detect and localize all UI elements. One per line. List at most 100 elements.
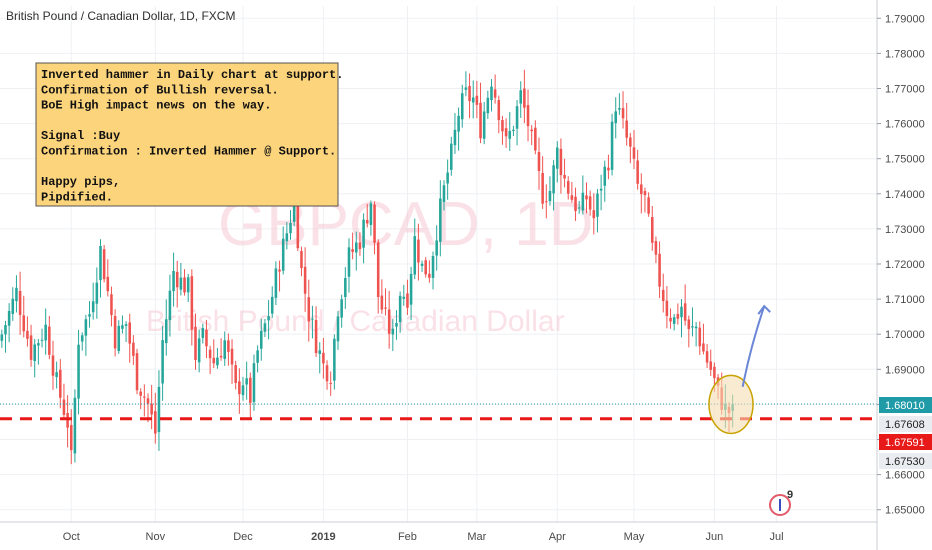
price-tag-plain: 1.67608 [879,416,932,432]
candle-body [479,102,482,139]
candle [625,103,628,146]
annotation-note[interactable]: Inverted hammer in Daily chart at suppor… [35,62,343,207]
candle-body [110,294,113,316]
candle-body [37,343,40,346]
time-tick-label: Jun [706,531,724,543]
price-axis[interactable]: 1.79000 1.78000 1.77000 1.76000 1.75000 1.740… [876,0,932,550]
candle-body [11,298,15,314]
candle-body [713,366,716,379]
candle [530,125,533,146]
candle [563,158,566,188]
candle-body [234,365,237,383]
candle [376,239,380,314]
candle [311,305,314,339]
candle-body [62,399,66,415]
candle [168,274,172,337]
candle [373,201,376,255]
candle-body [303,266,307,294]
candle-body [559,148,563,176]
chart-title: British Pound / Canadian Dollar, 1D, FXC… [6,9,235,23]
candle [409,266,413,321]
candle-body [333,338,336,381]
candle-body [702,343,705,352]
price-tick-label: 1.74000 [885,189,925,201]
candle-body [143,396,146,398]
candle [581,175,585,215]
candle [705,343,709,368]
candle-body [621,108,625,119]
candle-body [698,327,702,347]
candle [329,371,332,396]
candle-body [683,303,687,321]
candle [534,120,537,155]
price-tag-label: 1.67591 [885,437,925,449]
candle [66,395,69,448]
candle [135,348,139,395]
candle-body [537,152,541,171]
candle-body [259,330,263,349]
candle [504,118,508,148]
candle-body [548,190,552,202]
candle [124,321,128,342]
candle [197,329,201,373]
candle [570,182,574,203]
price-tick-label: 1.73000 [885,224,925,236]
candle-body [373,204,376,243]
candle [175,260,179,308]
candle-body [665,300,669,317]
candle-body [124,324,128,326]
candle [702,323,705,355]
candle-body [336,316,340,342]
candle-body [22,315,26,332]
candle [88,301,91,328]
price-tag-label: 1.67530 [885,456,925,468]
candle-body [358,242,362,250]
candle [344,267,347,309]
candle-body [146,398,150,404]
candle [51,340,55,390]
candle [640,173,643,214]
candle [537,137,541,190]
candle-body [33,344,36,362]
candle-body [314,319,318,354]
candle-body [26,330,29,339]
candle-body [15,287,18,302]
price-tick-label: 1.78000 [885,48,925,60]
candle [566,176,570,200]
candle-body [490,86,493,101]
time-axis[interactable]: Oct Nov Dec 2019 Feb Mar Apr May Jun Jul [0,521,877,543]
candle [4,320,7,353]
candle [680,299,683,338]
candle [201,323,205,344]
price-tick-label: 1.79000 [885,13,925,25]
candle [132,335,135,365]
candle [183,269,186,296]
candle-body [428,273,431,278]
candle-body [468,86,471,102]
candle-body [274,268,278,298]
candle [629,132,632,164]
candle-body [322,352,325,364]
candle-body [157,386,161,433]
candle-body [91,301,95,313]
candle [490,78,493,112]
candle [318,342,322,374]
candle [95,267,99,319]
candle [694,322,698,347]
candle [647,192,650,217]
price-tag-bg [879,416,932,432]
candle [154,392,157,444]
candle-body [0,334,4,341]
candle-body [654,240,658,255]
events-badge[interactable]: 9 [769,489,793,516]
candle-body [186,277,190,293]
candle [194,313,197,370]
candle-body [347,247,351,277]
candle [406,279,409,315]
candle-body [150,403,153,415]
candle-body [387,309,391,334]
candle-body [139,391,142,396]
candle-body [179,277,183,290]
candle-body [636,160,639,184]
